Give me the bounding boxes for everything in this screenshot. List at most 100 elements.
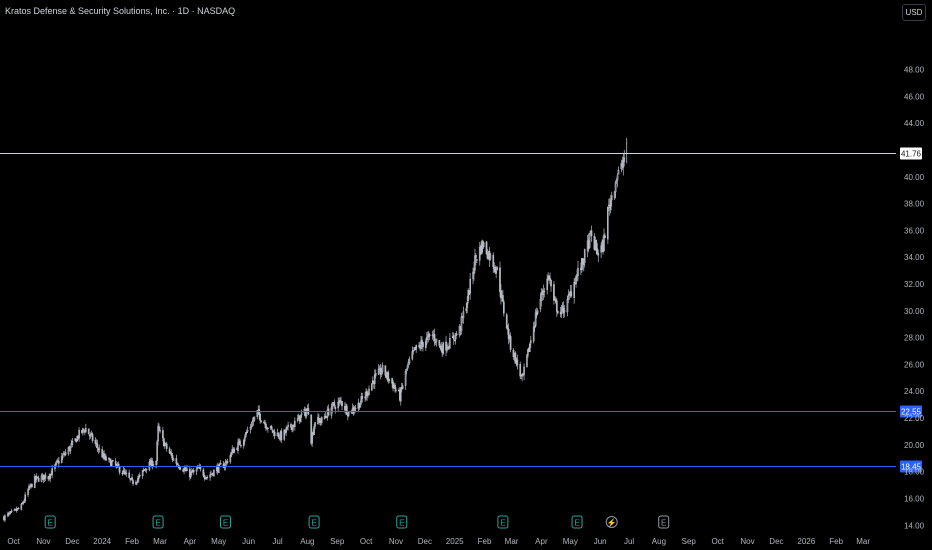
candle-body xyxy=(556,310,559,314)
candle-body xyxy=(454,333,457,340)
candle-body xyxy=(561,305,564,307)
candle-body xyxy=(136,481,138,484)
candle-body xyxy=(445,341,447,351)
candle-body xyxy=(64,452,67,455)
candle-body xyxy=(411,351,414,360)
candle-body xyxy=(420,341,422,349)
candle-body xyxy=(438,340,441,346)
candle-body xyxy=(9,511,12,513)
candle-body xyxy=(442,342,445,354)
candle-body xyxy=(505,314,508,329)
candle-body xyxy=(359,403,362,408)
time-axis-tick: Apr xyxy=(184,537,197,546)
candle-body xyxy=(44,474,47,479)
candle-body xyxy=(466,301,469,308)
candle-body xyxy=(435,338,438,342)
candles-layer xyxy=(3,137,628,523)
candle-body xyxy=(96,443,99,449)
candle-body xyxy=(516,359,519,366)
candle-body xyxy=(61,455,64,458)
candle-body xyxy=(6,513,9,516)
candle-body xyxy=(574,283,576,285)
candle-body xyxy=(495,270,497,274)
candle-body xyxy=(472,271,474,279)
candle-body xyxy=(609,199,612,211)
candle-body xyxy=(123,470,126,473)
earnings-icon[interactable]: E xyxy=(658,515,670,529)
candle-body xyxy=(623,157,626,162)
candle-body xyxy=(412,350,415,352)
candle-body xyxy=(233,448,236,453)
candle-body xyxy=(237,442,239,451)
svg-text:E: E xyxy=(48,519,53,528)
candle-body xyxy=(542,290,545,295)
candle-body xyxy=(536,310,539,314)
svg-text:E: E xyxy=(661,519,666,528)
candle-body xyxy=(338,400,340,403)
price-axis-tick: 40.00 xyxy=(904,173,925,182)
candle-body xyxy=(256,410,259,417)
candle-body xyxy=(453,339,456,341)
events-layer[interactable]: E E E E E E E ⚡ E xyxy=(44,515,670,529)
candle-body xyxy=(296,418,299,421)
candle-body xyxy=(617,170,620,175)
candle-body xyxy=(293,420,296,427)
candle-body xyxy=(31,483,33,488)
candle-body xyxy=(273,431,276,437)
candle-body xyxy=(588,232,591,248)
earnings-icon[interactable]: E xyxy=(308,515,320,529)
candle-body xyxy=(24,494,27,501)
earnings-icon[interactable]: E xyxy=(396,515,408,529)
candle-body xyxy=(421,339,423,345)
earnings-icon[interactable]: E xyxy=(44,515,56,529)
candle-body xyxy=(324,415,327,418)
candle-body xyxy=(548,275,550,280)
candle-body xyxy=(71,441,74,445)
currency-selector[interactable]: USD xyxy=(902,4,926,21)
price-axis-tick: 38.00 xyxy=(904,200,925,209)
candle-body xyxy=(49,474,52,480)
price-tag-label: 22.55 xyxy=(901,408,922,417)
candle-body xyxy=(314,422,316,427)
candle-body xyxy=(615,180,618,182)
candle-body xyxy=(392,381,394,389)
dividend-icon[interactable]: ⚡ xyxy=(605,516,618,528)
candle-body xyxy=(424,341,427,349)
horizontal-lines-layer[interactable]: 41.76 22.55 18.45 xyxy=(0,147,922,473)
price-axis-tick: 48.00 xyxy=(904,66,925,75)
price-axis[interactable]: 14.00 16.00 18.00 20.00 22.00 24.00 26.00 28.00… xyxy=(904,66,925,531)
candle-body xyxy=(622,160,625,168)
candle-body xyxy=(20,503,23,510)
candle-body xyxy=(529,340,532,344)
candle-body xyxy=(202,469,205,476)
earnings-icon[interactable]: E xyxy=(152,515,164,529)
candle-body xyxy=(300,413,303,415)
candle-body xyxy=(270,426,273,430)
chart-title: Kratos Defense & Security Solutions, Inc… xyxy=(5,6,236,16)
candle-body xyxy=(539,299,542,310)
candle-body xyxy=(519,364,522,377)
time-axis-tick: Mar xyxy=(856,537,870,546)
earnings-icon[interactable]: E xyxy=(571,515,583,529)
candle-body xyxy=(506,327,509,330)
candle-body xyxy=(76,436,79,442)
earnings-icon[interactable]: E xyxy=(497,515,509,529)
candle-body xyxy=(33,476,36,488)
candle-body xyxy=(577,267,579,276)
time-axis-tick: 2026 xyxy=(797,537,815,546)
time-axis-tick: Dec xyxy=(769,537,783,546)
time-axis[interactable]: Oct Nov Dec 2024 Feb Mar Apr May Jun Jul Aug Sep Oct… xyxy=(7,537,870,546)
candle-body xyxy=(485,241,488,255)
earnings-icon[interactable]: E xyxy=(219,515,231,529)
candle-body xyxy=(265,424,267,429)
candle-body xyxy=(546,278,549,290)
candle-body xyxy=(192,470,195,473)
candle-body xyxy=(613,191,616,198)
candle-body xyxy=(313,426,315,435)
price-axis-tick: 22.00 xyxy=(904,414,925,423)
candle-body xyxy=(334,407,337,410)
candle-body xyxy=(616,175,619,181)
candle-body xyxy=(399,388,402,402)
candle-body xyxy=(87,428,90,435)
